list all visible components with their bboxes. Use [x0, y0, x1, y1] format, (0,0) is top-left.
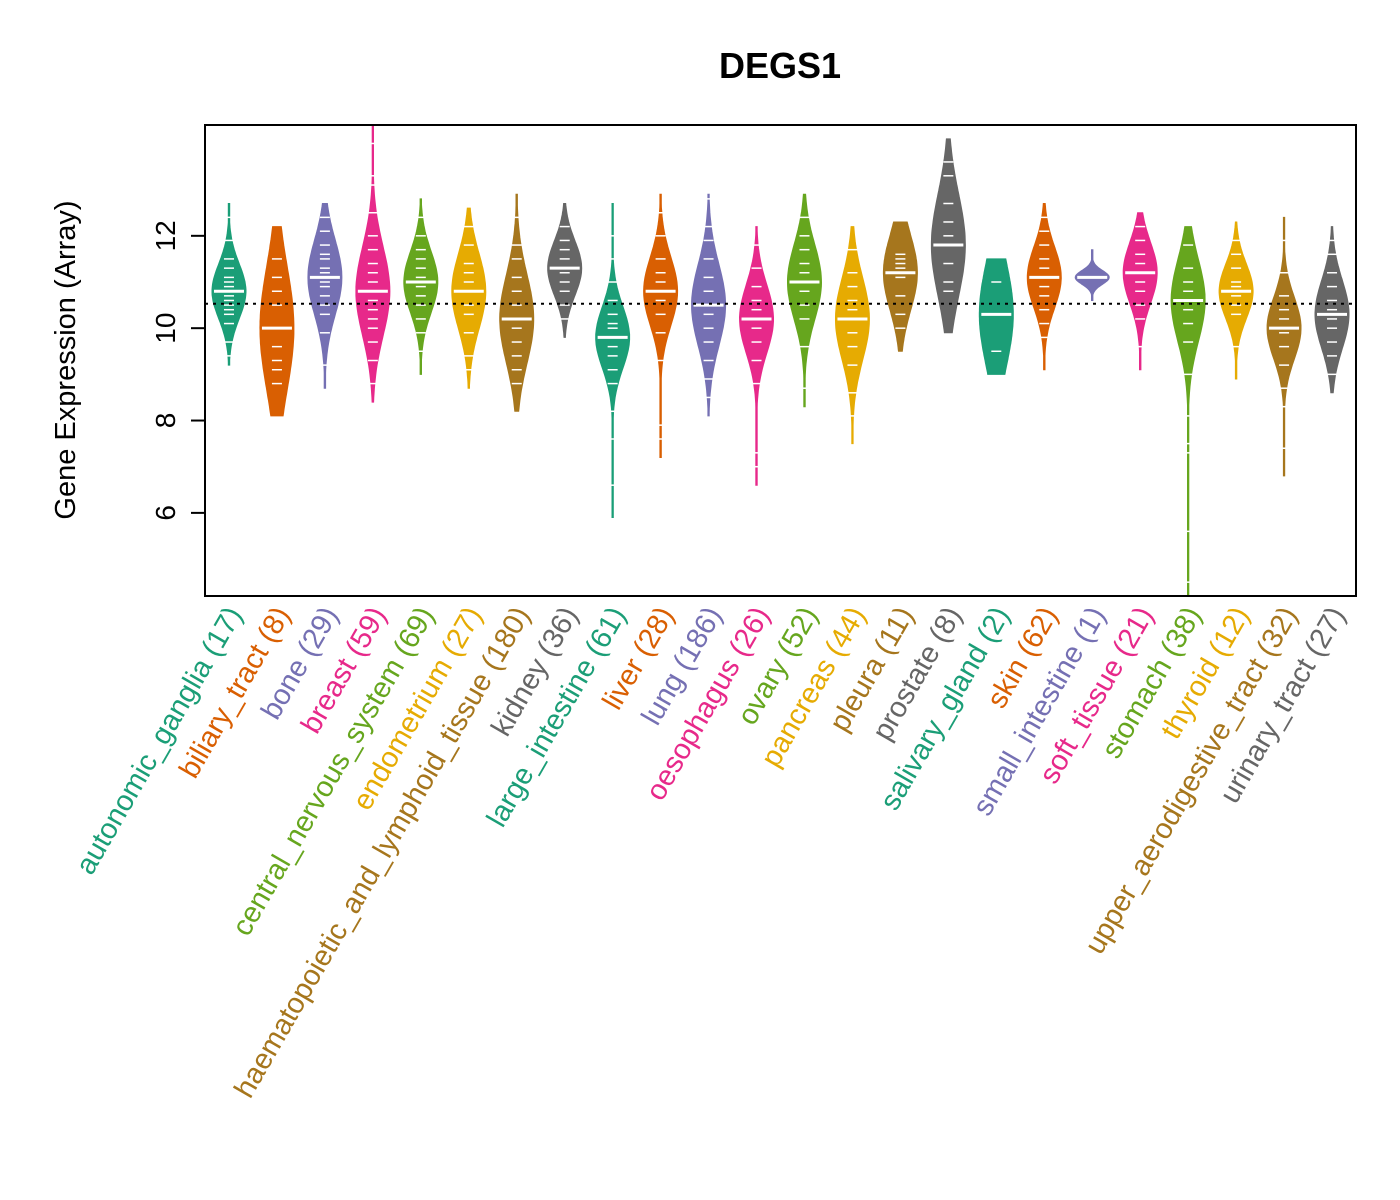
violin-breast — [355, 124, 391, 403]
violin-body — [835, 226, 870, 445]
violin-body — [787, 193, 823, 408]
x-axis-labels: autonomic_ganglia (17)biliary_tract (8)b… — [70, 602, 1352, 1104]
violin-stomach — [1170, 226, 1206, 597]
violin-biliary-tract — [259, 226, 295, 417]
violin-upper-aerodigestive-tract — [1266, 216, 1302, 477]
violin-soft-tissue — [1122, 212, 1158, 371]
violin-body — [451, 207, 487, 389]
violin-small-intestine — [1074, 249, 1110, 301]
violin-pancreas — [835, 226, 870, 445]
y-tick-label: 12 — [150, 220, 181, 251]
violin-haematopoietic-and-lymphoid-tissue — [499, 193, 535, 412]
violin-central-nervous-system — [403, 198, 439, 375]
violin-body — [595, 203, 631, 518]
chart-title: DEGS1 — [719, 45, 841, 86]
violin-body — [978, 258, 1014, 375]
violin-skin — [1026, 203, 1062, 371]
violin-urinary-tract — [1314, 226, 1350, 394]
violin-thyroid — [1218, 221, 1254, 380]
y-axis: 6 8 10 12 — [150, 220, 206, 521]
violin-large-intestine — [595, 203, 631, 518]
violin-kidney — [547, 203, 583, 338]
violin-body — [1074, 249, 1110, 301]
violin-liver — [643, 193, 679, 458]
violin-endometrium — [451, 207, 487, 389]
violin-series-group — [211, 124, 1350, 597]
y-tick-label: 6 — [150, 505, 181, 521]
violin-autonomic-ganglia — [211, 203, 247, 366]
violin-body — [1170, 226, 1206, 597]
violin-body — [1218, 221, 1254, 380]
violin-body — [259, 226, 295, 417]
violin-body — [882, 221, 918, 352]
violin-body — [738, 226, 774, 486]
violin-body — [643, 193, 679, 458]
violin-lung — [691, 193, 727, 417]
y-tick-label: 8 — [150, 413, 181, 429]
violin-pleura — [882, 221, 918, 352]
violin-body — [211, 203, 247, 366]
violin-prostate — [930, 138, 966, 334]
violin-bone — [307, 203, 343, 389]
violin-oesophagus — [738, 226, 774, 486]
violin-body — [499, 193, 535, 412]
violin-body — [547, 203, 583, 338]
violin-salivary-gland — [978, 258, 1014, 375]
y-tick-label: 10 — [150, 313, 181, 344]
y-axis-label: Gene Expression (Array) — [50, 200, 82, 519]
violin-ovary — [787, 193, 823, 408]
